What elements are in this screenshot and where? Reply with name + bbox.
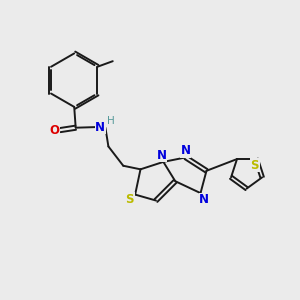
Text: N: N [181,144,191,158]
Text: N: N [95,121,105,134]
Text: N: N [157,149,167,162]
Text: S: S [250,158,259,172]
Text: O: O [49,124,59,136]
Text: H: H [106,116,114,126]
Text: S: S [125,193,134,206]
Text: N: N [199,193,209,206]
